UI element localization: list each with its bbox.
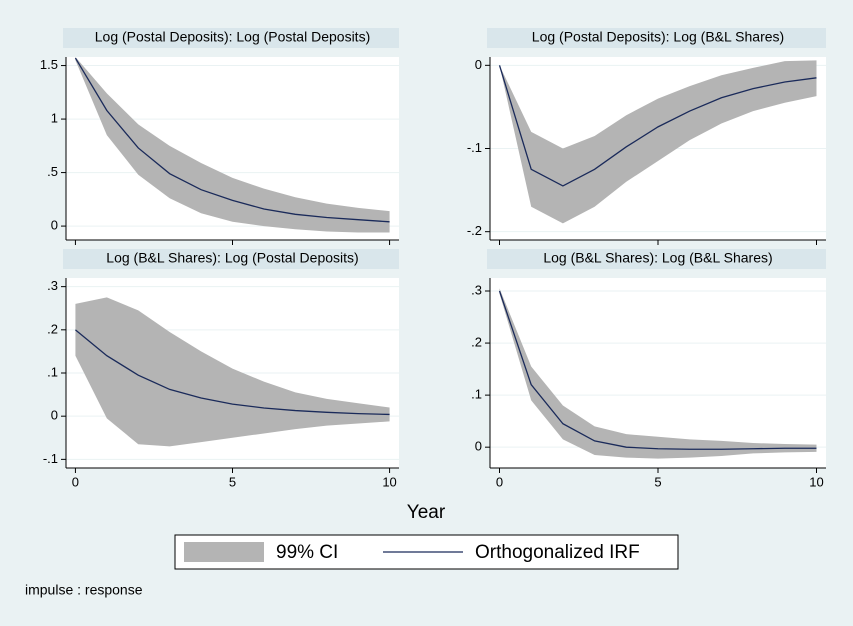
y-tick-label: -.1 [467,140,482,155]
irf-line [498,290,817,450]
ci-band [75,57,390,233]
x-tick-label: 5 [654,474,661,489]
y-tick-label: .1 [471,387,482,402]
x-axis-title: Year [407,502,446,523]
legend-label: Orthogonalized IRF [475,542,640,563]
legend-swatch [184,542,264,562]
y-tick-label: 1.5 [40,57,58,72]
x-tick-label: 0 [72,474,79,489]
y-tick-label: 0 [475,439,482,454]
y-tick-label: 0 [51,408,58,423]
ci-band [499,60,817,224]
y-tick-label: .5 [47,164,58,179]
ci-band [75,297,390,447]
panel-title: Log (B&L Shares): Log (B&L Shares) [543,250,772,266]
y-tick-label: .2 [471,335,482,350]
panel-title: Log (Postal Deposits): Log (Postal Depos… [95,29,370,45]
irf-line [74,57,390,223]
title-strip [487,249,826,269]
x-tick-label: 0 [496,474,503,489]
plot-area [490,278,826,468]
y-tick-label: 1 [51,111,58,126]
irf-line [75,329,390,416]
x-tick-label: 10 [809,474,823,489]
irf-line [498,65,817,187]
title-strip [63,249,399,269]
note: impulse : response [25,582,143,598]
y-tick-label: .1 [47,364,58,379]
panel-title: Log (Postal Deposits): Log (B&L Shares) [532,29,784,45]
y-tick-label: -.2 [467,223,482,238]
y-tick-label: .3 [47,278,58,293]
x-tick-label: 10 [382,474,396,489]
panel-title: Log (B&L Shares): Log (Postal Deposits) [106,250,358,266]
title-strip [63,28,399,48]
legend-label: 99% CI [276,542,338,563]
y-tick-label: .3 [471,282,482,297]
title-strip [487,28,826,48]
y-tick-label: .2 [47,321,58,336]
y-tick-label: 0 [51,218,58,233]
y-tick-label: -.1 [43,451,58,466]
ci-band [499,288,817,459]
y-tick-label: 0 [475,57,482,72]
x-tick-label: 5 [229,474,236,489]
